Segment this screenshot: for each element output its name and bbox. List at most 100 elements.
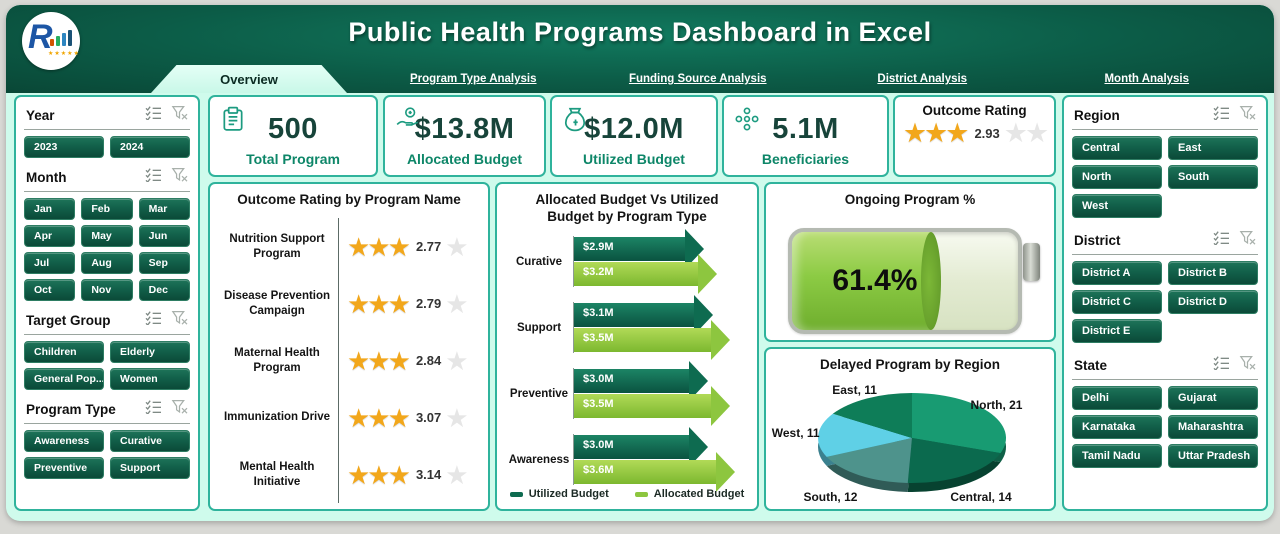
slicer-item-district-c[interactable]: District C (1072, 290, 1162, 314)
slicer-item-curative[interactable]: Curative (110, 430, 190, 452)
slicer-item-general-pop[interactable]: General Pop... (24, 368, 104, 390)
tab-funding-source-analysis[interactable]: Funding Source Analysis (628, 73, 767, 85)
chart-outcome-rating-by-program: Outcome Rating by Program Name Nutrition… (208, 182, 490, 511)
slicer-item-mar[interactable]: Mar (138, 198, 190, 220)
stars-empty: ★ (445, 231, 468, 262)
logo-bar-chart-icon (50, 30, 72, 46)
slicer-item-support[interactable]: Support (110, 457, 190, 479)
pie-slice-south (826, 438, 912, 483)
slicer-item-tamil-nadu[interactable]: Tamil Nadu (1072, 444, 1162, 468)
slicer-item-awareness[interactable]: Awareness (24, 430, 104, 452)
clear-filter-icon[interactable] (1239, 355, 1256, 375)
slicer-item-jul[interactable]: Jul (24, 252, 76, 274)
multiselect-icon[interactable] (145, 105, 162, 125)
slicer-item-2023[interactable]: 2023 (24, 136, 104, 158)
slicer-item-apr[interactable]: Apr (24, 225, 76, 247)
slicer-item-elderly[interactable]: Elderly (110, 341, 190, 363)
slicer-items-month: Jan Feb Mar Apr May Jun Jul Aug Sep Oct Nov Dec (24, 198, 190, 301)
slicer-item-preventive[interactable]: Preventive (24, 457, 104, 479)
clear-filter-icon[interactable] (171, 167, 188, 187)
legend-item-allocated-budget: Allocated Budget (634, 488, 744, 500)
pie-slice-west (818, 413, 912, 457)
multiselect-icon[interactable] (1213, 105, 1230, 125)
multiselect-icon[interactable] (1213, 230, 1230, 250)
arrow-category-label: Preventive (509, 387, 569, 400)
slicer-item-south[interactable]: South (1168, 165, 1258, 189)
slicer-item-sep[interactable]: Sep (138, 252, 190, 274)
slicer-item-jun[interactable]: Jun (138, 225, 190, 247)
chart1-rows: Nutrition Support Program ★★★ 2.77 ★ Disease… (216, 218, 482, 503)
clear-filter-icon[interactable] (171, 310, 188, 330)
stars-empty: ★ (445, 459, 468, 490)
tab-program-type-analysis[interactable]: Program Type Analysis (409, 73, 537, 85)
gauge-title: Ongoing Program % (844, 192, 976, 207)
slicer-divider (1072, 129, 1258, 130)
clear-filter-icon[interactable] (1239, 105, 1256, 125)
slicer-item-oct[interactable]: Oct (24, 279, 76, 301)
arrow-body (574, 328, 712, 352)
slicer-state: State Delhi Gujarat Karnataka Maharashtra Tam… (1072, 353, 1258, 468)
slicer-item-district-d[interactable]: District D (1168, 290, 1258, 314)
slicer-item-aug[interactable]: Aug (81, 252, 133, 274)
slicer-item-uttar-pradesh[interactable]: Uttar Pradesh (1168, 444, 1258, 468)
multiselect-icon[interactable] (1213, 355, 1230, 375)
slicer-header-state: State (1072, 353, 1258, 375)
hand-coin-icon (395, 106, 421, 132)
rating-value: 3.07 (415, 410, 442, 425)
clear-filter-icon[interactable] (171, 399, 188, 419)
slicer-title-target-group: Target Group (26, 312, 111, 328)
slicer-item-district-b[interactable]: District B (1168, 261, 1258, 285)
stars-empty: ★ (445, 345, 468, 376)
kpi-value: $13.8M (414, 113, 515, 145)
slicer-item-gujarat[interactable]: Gujarat (1168, 386, 1258, 410)
pie-chart: North, 21 Central, 14 South, 12 West, 11 Eas… (766, 375, 1054, 509)
legend-swatch-icon (509, 491, 523, 497)
slicer-item-district-a[interactable]: District A (1072, 261, 1162, 285)
slicer-item-jan[interactable]: Jan (24, 198, 76, 220)
kpi-label: Beneficiaries (761, 151, 850, 167)
slicer-item-children[interactable]: Children (24, 341, 104, 363)
arrow-allocated-budget-awareness: $3.6M (574, 452, 747, 492)
beneficiaries-icon (734, 106, 760, 132)
tab-month-analysis[interactable]: Month Analysis (1104, 73, 1190, 85)
slicer-item-women[interactable]: Women (110, 368, 190, 390)
slicer-item-may[interactable]: May (81, 225, 133, 247)
right-filter-panel: Region Central East North South West District D… (1062, 95, 1268, 511)
pie-label-north: North, 21 (970, 397, 1023, 412)
arrow-body (574, 394, 712, 418)
multiselect-icon[interactable] (145, 167, 162, 187)
slicer-divider (24, 423, 190, 424)
rating-value: 2.84 (415, 353, 442, 368)
kpi-value: 5.1M (772, 113, 839, 145)
slicer-item-dec[interactable]: Dec (138, 279, 190, 301)
outcome-rating-title: Outcome Rating (922, 103, 1027, 118)
slicer-divider (1072, 379, 1258, 380)
tab-overview[interactable]: Overview (151, 65, 347, 93)
slicer-item-east[interactable]: East (1168, 136, 1258, 160)
slicer-item-nov[interactable]: Nov (81, 279, 133, 301)
chart1-axis (338, 389, 339, 446)
slicer-item-feb[interactable]: Feb (81, 198, 133, 220)
battery-fill-cap (920, 232, 941, 330)
multiselect-icon[interactable] (145, 399, 162, 419)
clear-filter-icon[interactable] (1239, 230, 1256, 250)
slicer-item-west[interactable]: West (1072, 194, 1162, 218)
slicer-item-central[interactable]: Central (1072, 136, 1162, 160)
slicer-item-maharashtra[interactable]: Maharashtra (1168, 415, 1258, 439)
slicer-item-delhi[interactable]: Delhi (1072, 386, 1162, 410)
tab-district-analysis[interactable]: District Analysis (877, 73, 968, 85)
slicer-item-north[interactable]: North (1072, 165, 1162, 189)
pie-slice-east (832, 393, 912, 438)
slicer-item-karnataka[interactable]: Karnataka (1072, 415, 1162, 439)
logo-letter: R (28, 18, 53, 56)
multiselect-icon[interactable] (145, 310, 162, 330)
slicer-item-district-e[interactable]: District E (1072, 319, 1162, 343)
kpi-beneficiaries: 5.1M Beneficiaries (722, 95, 889, 177)
rating-row-label: Maternal Health Program (234, 347, 320, 374)
arrow-value-label: $3.5M (583, 398, 614, 410)
slicer-region: Region Central East North South West (1072, 103, 1258, 218)
slicer-item-2024[interactable]: 2024 (110, 136, 190, 158)
slicer-title-state: State (1074, 357, 1108, 373)
clear-filter-icon[interactable] (171, 105, 188, 125)
logo: R ★★★★★ (22, 12, 80, 70)
